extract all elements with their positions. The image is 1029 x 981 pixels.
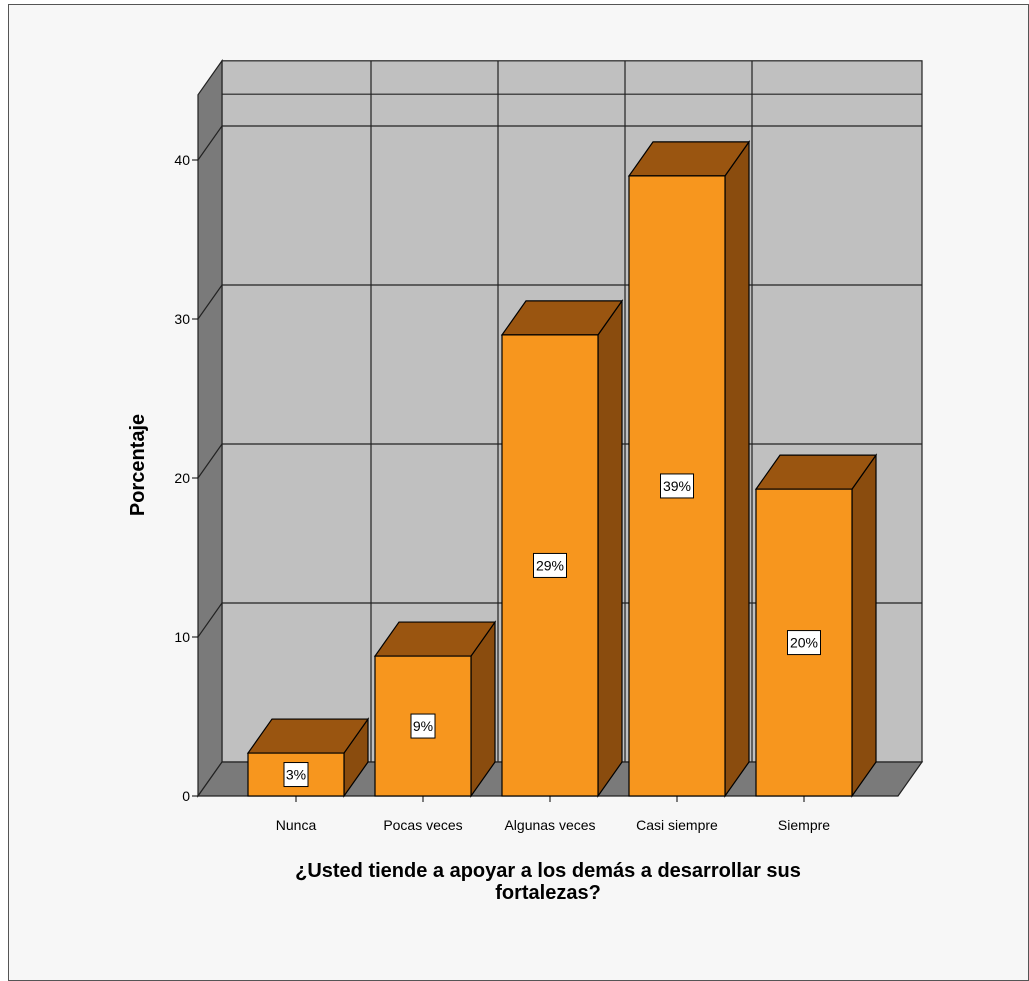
data-label-box: [283, 762, 309, 788]
bar-casi-siempre: 39%: [627, 140, 751, 798]
bar-nunca: 3%: [246, 717, 370, 798]
y-tick-label: 10: [174, 629, 190, 645]
axes: Nunca Pocas veces Algunas veces Casi siempr…: [174, 152, 830, 833]
x-tick-label: Algunas veces: [504, 817, 595, 833]
data-label: 39%: [663, 478, 691, 494]
x-axis-title-line-1: ¿Usted tiende a apoyar a los demás a des…: [295, 860, 801, 882]
data-label: 9%: [413, 718, 433, 734]
bar-side: [724, 140, 750, 798]
gridline-side: [197, 443, 223, 479]
y-tick-label: 40: [174, 152, 190, 168]
x-tick-label: Casi siempre: [636, 817, 718, 833]
gridline-side: [197, 602, 223, 638]
x-tick-label: Siempre: [778, 817, 830, 833]
gridline-side: [197, 125, 223, 161]
data-label: 29%: [536, 557, 564, 573]
gridline-side: [197, 284, 223, 320]
bar-siempre: 20%: [754, 453, 878, 798]
x-tick-label: Pocas veces: [383, 817, 462, 833]
data-label-box: [533, 552, 567, 578]
y-tick-label: 0: [182, 788, 190, 804]
x-axis-title-line-2: fortalezas?: [495, 882, 601, 904]
data-label-box: [410, 713, 436, 739]
data-label: 20%: [790, 635, 818, 651]
bars: 3% 9% 29% 39% 20%: [246, 140, 878, 798]
data-label-box: [787, 630, 821, 656]
bar-side: [851, 453, 877, 798]
data-label: 3%: [286, 767, 306, 783]
data-label-box: [660, 473, 694, 499]
x-tick-label: Nunca: [276, 817, 317, 833]
side-wall: [197, 58, 223, 798]
bar-algunas-veces: 29%: [500, 299, 624, 798]
y-tick-label: 20: [174, 470, 190, 486]
y-axis-title: Porcentaje: [127, 414, 149, 516]
bar-side: [597, 299, 623, 798]
y-tick-label: 30: [174, 311, 190, 327]
bar-pocas-veces: 9%: [373, 620, 497, 798]
bar: [374, 655, 472, 797]
